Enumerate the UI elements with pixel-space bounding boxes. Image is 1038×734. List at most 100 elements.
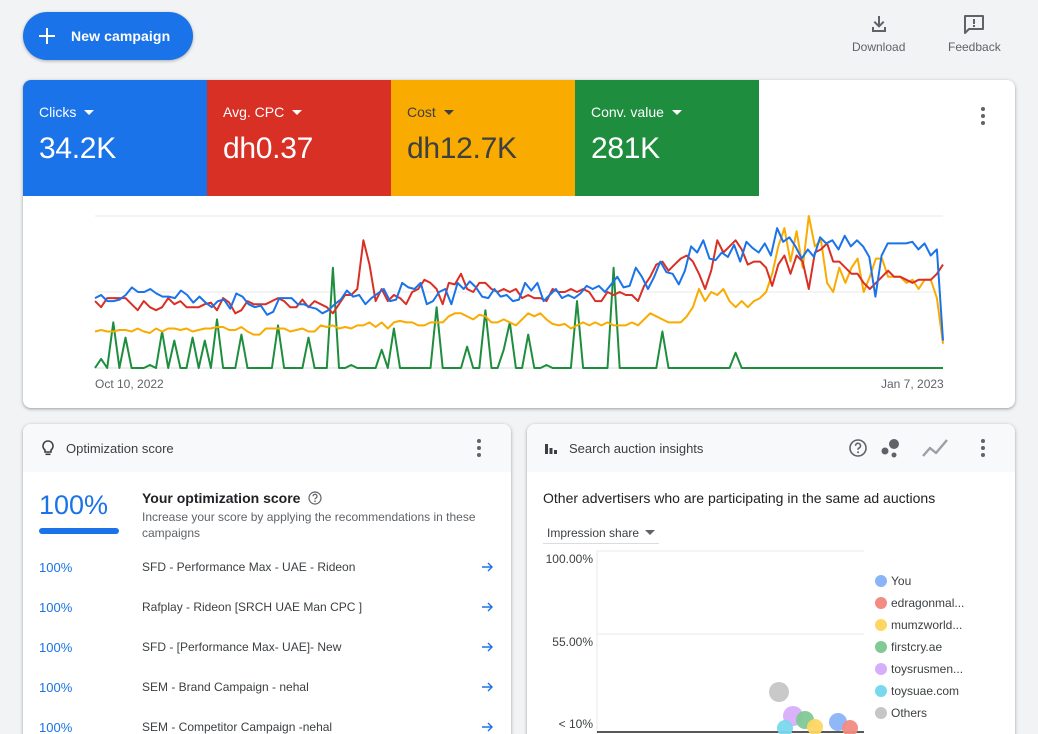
legend-item[interactable]: Others — [875, 702, 964, 724]
optimization-title-text: Your optimization score — [142, 490, 301, 506]
legend-item[interactable]: toysuae.com — [875, 680, 964, 702]
legend-item[interactable]: toysrusmen... — [875, 658, 964, 680]
performance-line-chart — [94, 215, 944, 369]
auction-legend: You edragonmal... mumzworld... firstcry.… — [875, 570, 964, 724]
help-icon[interactable] — [308, 491, 323, 505]
y-axis-label-mid: 55.00% — [552, 635, 593, 649]
optimization-header-title: Optimization score — [66, 440, 174, 456]
metric-label: Conv. value — [591, 104, 664, 120]
row-score: 100% — [39, 679, 73, 695]
feedback-icon — [964, 15, 985, 34]
legend-dot — [875, 597, 887, 609]
lightbulb-icon — [42, 440, 54, 456]
metric-avg-cpc[interactable]: Avg. CPC dh0.37 — [207, 80, 391, 196]
new-campaign-button[interactable]: New campaign — [23, 12, 193, 60]
series-line-cost — [94, 215, 944, 344]
auction-insights-card: Search auction insights Other advertiser… — [527, 424, 1015, 734]
series-line-clicks — [94, 227, 944, 341]
legend-item[interactable]: edragonmal... — [875, 592, 964, 614]
legend-dot — [875, 619, 887, 631]
bubble-chart-icon[interactable] — [879, 436, 903, 460]
metric-conv-value[interactable]: Conv. value 281K — [575, 80, 759, 196]
new-campaign-label: New campaign — [71, 28, 171, 44]
bubble-others[interactable] — [769, 682, 789, 702]
legend-item[interactable]: You — [875, 570, 964, 592]
arrow-right-icon[interactable] — [481, 600, 495, 614]
row-score: 100% — [39, 559, 73, 575]
optimization-subtitle: Increase your score by applying the reco… — [142, 510, 476, 540]
caret-down-icon — [443, 109, 454, 115]
dropdown-value: Impression share — [547, 525, 640, 540]
feedback-button[interactable]: Feedback — [948, 14, 1001, 54]
row-score: 100% — [39, 599, 73, 615]
caret-down-icon — [645, 530, 656, 535]
trend-line-icon[interactable] — [921, 436, 949, 460]
bubble-toysuae[interactable] — [777, 720, 793, 734]
x-axis-end-label: Jan 7, 2023 — [881, 377, 944, 391]
legend-dot — [875, 685, 887, 697]
legend-item[interactable]: firstcry.ae — [875, 636, 964, 658]
legend-label: toysuae.com — [891, 684, 960, 698]
legend-label: mumzworld... — [891, 618, 963, 632]
arrow-right-icon[interactable] — [481, 720, 495, 734]
recommendation-row[interactable]: 100% SFD - Performance Max - UAE - Rideo… — [23, 547, 511, 587]
metric-tiles: Clicks 34.2K Avg. CPC dh0.37 Cost dh12.7… — [23, 80, 759, 196]
metric-value: dh0.37 — [223, 132, 313, 165]
optimization-score-bar — [39, 528, 119, 534]
recommendation-row[interactable]: 100% SEM - Competitor Campaign -nehal — [23, 707, 511, 734]
caret-down-icon — [671, 109, 682, 115]
row-campaign-name: Rafplay - Rideon [SRCH UAE Man CPC ] — [142, 600, 363, 614]
chart-more-menu-icon[interactable] — [971, 104, 995, 128]
row-campaign-name: SFD - [Performance Max- UAE]- New — [142, 640, 342, 654]
arrow-right-icon[interactable] — [481, 640, 495, 654]
plus-icon — [23, 26, 71, 46]
auction-bubble-chart — [596, 550, 864, 734]
caret-down-icon — [292, 109, 303, 115]
series-line-conv-value — [94, 266, 943, 369]
bubble-mumzworld[interactable] — [807, 719, 823, 734]
impression-share-dropdown[interactable]: Impression share — [543, 522, 660, 544]
auction-more-menu-icon[interactable] — [971, 436, 995, 460]
bar-chart-icon — [545, 444, 557, 454]
metric-value: 34.2K — [39, 132, 116, 165]
metric-cost[interactable]: Cost dh12.7K — [391, 80, 575, 196]
legend-item[interactable]: mumzworld... — [875, 614, 964, 636]
legend-label: Others — [891, 706, 928, 720]
metric-label: Cost — [407, 104, 436, 120]
row-campaign-name: SEM - Competitor Campaign -nehal — [142, 720, 333, 734]
legend-label: edragonmal... — [891, 596, 965, 610]
arrow-right-icon[interactable] — [481, 680, 495, 694]
x-axis-start-label: Oct 10, 2022 — [95, 377, 164, 391]
legend-label: toysrusmen... — [891, 662, 964, 676]
optimization-score-value: 100% — [39, 490, 109, 520]
row-campaign-name: SEM - Brand Campaign - nehal — [142, 680, 309, 694]
metric-label: Clicks — [39, 104, 77, 120]
auction-card-header: Search auction insights — [527, 424, 1015, 472]
bubble-edragonmall[interactable] — [842, 720, 858, 734]
recommendation-row[interactable]: 100% Rafplay - Rideon [SRCH UAE Man CPC … — [23, 587, 511, 627]
legend-dot — [875, 707, 887, 719]
recommendation-row[interactable]: 100% SFD - [Performance Max- UAE]- New — [23, 627, 511, 667]
row-score: 100% — [39, 719, 73, 734]
caret-down-icon — [84, 109, 95, 115]
legend-dot — [875, 575, 887, 587]
auction-title: Other advertisers who are participating … — [543, 490, 936, 506]
metric-clicks[interactable]: Clicks 34.2K — [23, 80, 207, 196]
download-button[interactable]: Download — [852, 14, 905, 54]
optimization-score-card: Optimization score 100% Your optimizatio… — [23, 424, 511, 734]
series-line-avg-cpc — [94, 239, 944, 315]
recommendation-row[interactable]: 100% SEM - Brand Campaign - nehal — [23, 667, 511, 707]
metric-value: dh12.7K — [407, 132, 517, 165]
metric-label: Avg. CPC — [223, 104, 285, 120]
arrow-right-icon[interactable] — [481, 560, 495, 574]
metric-value: 281K — [591, 132, 660, 165]
help-icon[interactable] — [848, 438, 868, 458]
y-axis-label-bottom: < 10% — [558, 717, 593, 731]
legend-dot — [875, 663, 887, 675]
legend-label: You — [891, 574, 912, 588]
optimization-more-menu-icon[interactable] — [467, 436, 491, 460]
legend-dot — [875, 641, 887, 653]
optimization-title: Your optimization score — [142, 490, 323, 506]
row-score: 100% — [39, 639, 73, 655]
feedback-label: Feedback — [948, 40, 1001, 54]
